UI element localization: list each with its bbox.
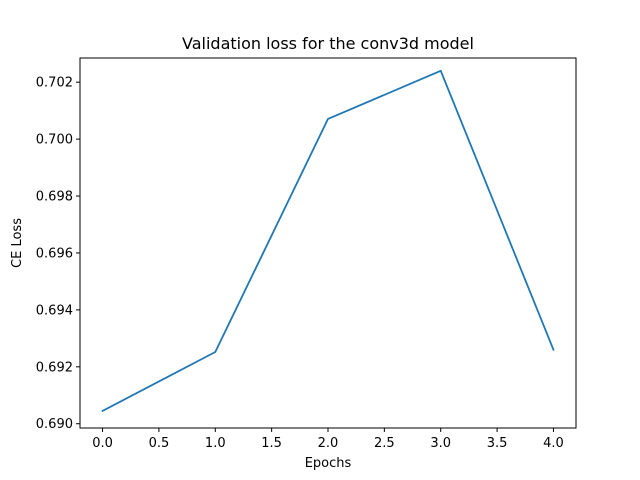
- x-tick-label: 3.0: [430, 436, 451, 451]
- x-axis-ticks: 0.0 0.5 1.0 1.5 2.0 2.5 3.0 3.5 4.0: [92, 428, 564, 451]
- x-tick-label: 1.0: [205, 436, 226, 451]
- x-tick-label: 3.5: [487, 436, 508, 451]
- x-tick-label: 0.0: [92, 436, 113, 451]
- y-tick-label: 0.700: [36, 133, 73, 148]
- x-tick-label: 1.5: [261, 436, 282, 451]
- y-tick-label: 0.694: [36, 303, 73, 318]
- y-tick-label: 0.690: [36, 417, 73, 432]
- y-tick-label: 0.692: [36, 360, 73, 375]
- x-tick-label: 0.5: [149, 436, 170, 451]
- y-tick-label: 0.698: [36, 190, 73, 205]
- y-tick-label: 0.702: [36, 76, 73, 91]
- chart-title: Validation loss for the conv3d model: [182, 34, 474, 53]
- x-tick-label: 2.5: [374, 436, 395, 451]
- x-tick-label: 2.0: [318, 436, 339, 451]
- plot-area-frame: [79, 57, 577, 429]
- series-line: [101, 69, 555, 413]
- x-tick-label: 4.0: [543, 436, 564, 451]
- y-axis-ticks: 0.690 0.692 0.694 0.696 0.698 0.700 0.702: [36, 76, 80, 432]
- x-axis-label: Epochs: [305, 456, 352, 471]
- y-axis-label: CE Loss: [10, 218, 25, 268]
- series-layer: [101, 69, 555, 413]
- y-tick-label: 0.696: [36, 246, 73, 261]
